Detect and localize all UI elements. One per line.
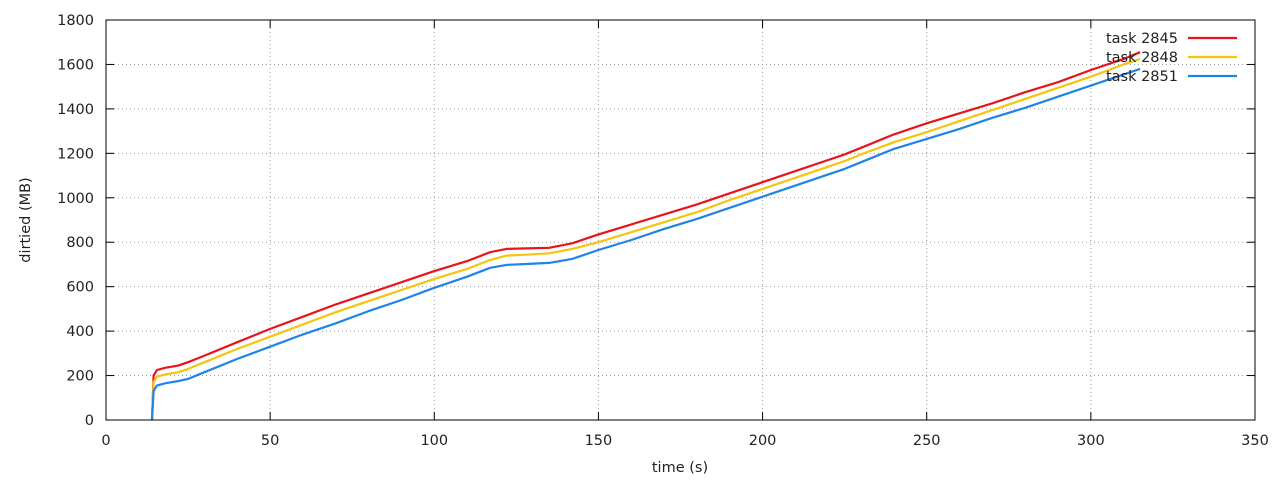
series-line-2 (150, 57, 1141, 421)
x-axis: 0 50 100 150 200 250 300 350 (101, 20, 1269, 449)
y-tick-label: 600 (66, 280, 94, 296)
y-tick-label: 800 (66, 235, 94, 251)
y-tick-label: 1200 (57, 146, 94, 162)
plot-frame (105, 19, 1256, 421)
x-tick-label: 0 (101, 433, 110, 449)
x-tick-label: 150 (585, 433, 613, 449)
y-tick-label: 1800 (57, 13, 94, 29)
x-tick-label: 350 (1241, 433, 1269, 449)
y-tick-label: 200 (66, 369, 94, 385)
y-axis: 0 200 400 600 800 1000 1200 1400 1600 1800 (57, 13, 1255, 429)
series-line-1 (150, 51, 1141, 421)
x-tick-label: 250 (913, 433, 941, 449)
legend: task 2845 task 2848 task 2851 (1106, 31, 1237, 85)
y-tick-label: 1000 (57, 191, 94, 207)
x-tick-label: 100 (420, 433, 448, 449)
legend-label-2: task 2848 (1106, 50, 1178, 66)
y-axis-label: dirtied (MB) (18, 177, 34, 262)
legend-label-1: task 2845 (1106, 31, 1178, 47)
legend-label-3: task 2851 (1106, 69, 1178, 85)
y-tick-label: 1600 (57, 57, 94, 73)
y-tick-label: 0 (85, 413, 94, 429)
x-axis-label: time (s) (652, 460, 708, 476)
y-tick-label: 1400 (57, 102, 94, 118)
x-tick-label: 300 (1077, 433, 1105, 449)
series-line-3 (150, 67, 1141, 421)
y-tick-label: 400 (66, 324, 94, 340)
x-tick-label: 200 (749, 433, 777, 449)
series-layer (150, 51, 1141, 421)
grid (106, 20, 1255, 420)
x-tick-label: 50 (261, 433, 279, 449)
